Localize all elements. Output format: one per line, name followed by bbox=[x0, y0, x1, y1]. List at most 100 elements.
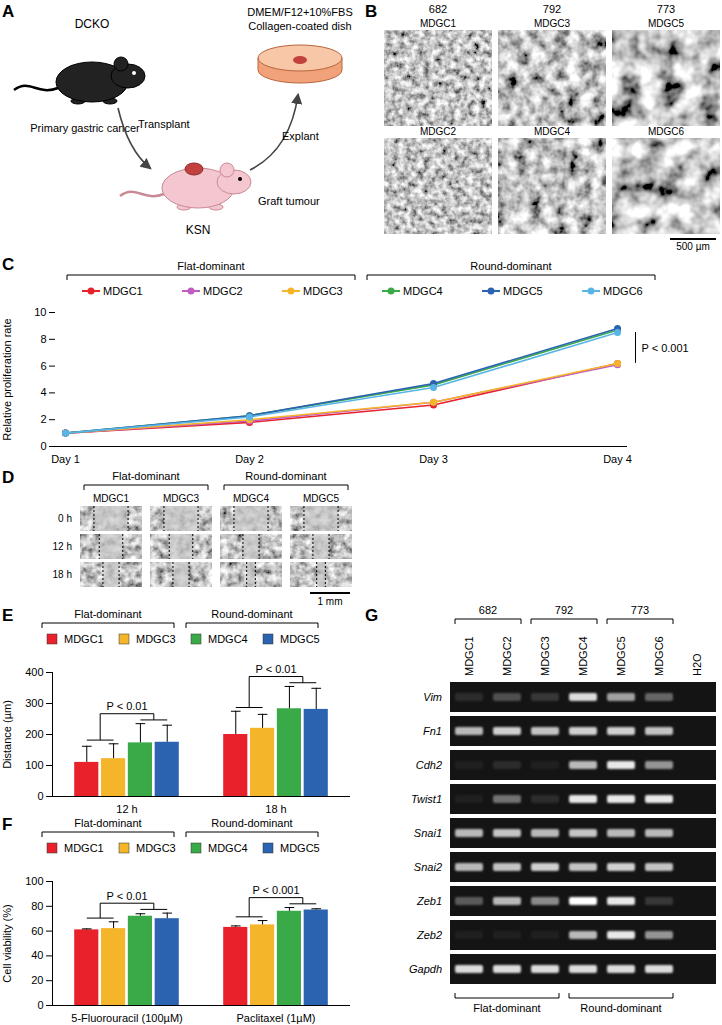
svg-text:682: 682 bbox=[479, 604, 497, 616]
svg-text:MDGC1: MDGC1 bbox=[103, 285, 143, 297]
svg-text:P < 0.01: P < 0.01 bbox=[106, 700, 147, 712]
svg-text:682: 682 bbox=[429, 3, 447, 15]
svg-text:MDGC1: MDGC1 bbox=[420, 18, 457, 29]
svg-text:Round-dominant: Round-dominant bbox=[211, 608, 292, 620]
svg-text:400: 400 bbox=[25, 666, 43, 678]
svg-text:Snai2: Snai2 bbox=[414, 861, 442, 873]
svg-text:5-Fluorouracil (100µM): 5-Fluorouracil (100µM) bbox=[71, 1012, 182, 1024]
svg-text:MDGC3: MDGC3 bbox=[534, 18, 571, 29]
svg-text:4: 4 bbox=[40, 386, 46, 398]
svg-text:40: 40 bbox=[31, 949, 43, 961]
svg-text:300: 300 bbox=[25, 697, 43, 709]
svg-text:MDGC1: MDGC1 bbox=[64, 842, 104, 854]
svg-text:Flat-dominant: Flat-dominant bbox=[112, 470, 179, 482]
svg-text:Zeb2: Zeb2 bbox=[416, 929, 442, 941]
svg-text:2: 2 bbox=[40, 413, 46, 425]
svg-text:12 h: 12 h bbox=[53, 541, 72, 552]
svg-text:Fn1: Fn1 bbox=[423, 725, 442, 737]
svg-text:Day 3: Day 3 bbox=[419, 453, 448, 465]
svg-text:Distance (µm): Distance (µm) bbox=[1, 700, 13, 769]
svg-text:Flat-dominant: Flat-dominant bbox=[74, 608, 141, 620]
svg-text:Round-dominant: Round-dominant bbox=[211, 817, 292, 829]
svg-text:10: 10 bbox=[34, 306, 46, 318]
svg-text:12 h: 12 h bbox=[116, 803, 137, 815]
svg-text:MDGC5: MDGC5 bbox=[280, 633, 320, 645]
svg-text:100: 100 bbox=[25, 875, 43, 887]
svg-text:MDGC5: MDGC5 bbox=[615, 636, 627, 676]
svg-text:Zeb1: Zeb1 bbox=[416, 895, 442, 907]
svg-text:Snai1: Snai1 bbox=[414, 827, 442, 839]
svg-text:Explant: Explant bbox=[282, 130, 319, 142]
svg-text:Transplant: Transplant bbox=[138, 118, 190, 130]
svg-text:1 mm: 1 mm bbox=[318, 596, 343, 607]
svg-text:18 h: 18 h bbox=[53, 569, 72, 580]
svg-text:8: 8 bbox=[40, 333, 46, 345]
svg-text:MDGC5: MDGC5 bbox=[280, 842, 320, 854]
svg-text:792: 792 bbox=[555, 604, 573, 616]
svg-text:MDGC3: MDGC3 bbox=[303, 285, 343, 297]
svg-text:Gapdh: Gapdh bbox=[409, 963, 442, 975]
svg-text:DCKO: DCKO bbox=[75, 17, 110, 31]
svg-text:773: 773 bbox=[631, 604, 649, 616]
svg-text:MDGC4: MDGC4 bbox=[208, 633, 248, 645]
svg-text:P < 0.001: P < 0.001 bbox=[252, 884, 299, 896]
svg-text:773: 773 bbox=[657, 3, 675, 15]
svg-text:Collagen-coated dish: Collagen-coated dish bbox=[248, 20, 351, 32]
svg-text:0: 0 bbox=[37, 790, 43, 802]
svg-text:P < 0.01: P < 0.01 bbox=[255, 663, 296, 675]
svg-text:Flat-dominant: Flat-dominant bbox=[177, 260, 244, 272]
svg-text:Round-dominant: Round-dominant bbox=[580, 1002, 661, 1014]
svg-text:MDGC6: MDGC6 bbox=[648, 126, 685, 137]
svg-text:MDGC4: MDGC4 bbox=[208, 842, 248, 854]
svg-text:P < 0.01: P < 0.01 bbox=[106, 890, 147, 902]
svg-text:Round-dominant: Round-dominant bbox=[470, 260, 551, 272]
svg-text:100: 100 bbox=[25, 759, 43, 771]
svg-text:Day 2: Day 2 bbox=[235, 453, 264, 465]
svg-text:Cell viability (%): Cell viability (%) bbox=[1, 904, 13, 982]
svg-text:MDGC4: MDGC4 bbox=[233, 493, 270, 504]
svg-text:200: 200 bbox=[25, 728, 43, 740]
svg-text:Flat-dominant: Flat-dominant bbox=[473, 1002, 540, 1014]
svg-text:MDGC5: MDGC5 bbox=[503, 285, 543, 297]
svg-text:MDGC3: MDGC3 bbox=[539, 636, 551, 676]
svg-text:MDGC5: MDGC5 bbox=[648, 18, 685, 29]
svg-text:DMEM/F12+10%FBS: DMEM/F12+10%FBS bbox=[247, 6, 352, 18]
svg-text:MDGC1: MDGC1 bbox=[463, 636, 475, 676]
svg-text:KSN: KSN bbox=[186, 223, 211, 237]
svg-text:Day 1: Day 1 bbox=[51, 453, 80, 465]
svg-text:MDGC4: MDGC4 bbox=[403, 285, 443, 297]
svg-text:MDGC2: MDGC2 bbox=[203, 285, 243, 297]
svg-text:MDGC1: MDGC1 bbox=[93, 493, 130, 504]
svg-text:P < 0.001: P < 0.001 bbox=[642, 342, 689, 354]
svg-text:MDGC4: MDGC4 bbox=[577, 636, 589, 676]
svg-text:18 h: 18 h bbox=[265, 803, 286, 815]
svg-text:MDGC3: MDGC3 bbox=[136, 842, 176, 854]
svg-text:80: 80 bbox=[31, 900, 43, 912]
svg-text:20: 20 bbox=[31, 974, 43, 986]
svg-text:Vim: Vim bbox=[423, 691, 442, 703]
svg-text:0: 0 bbox=[40, 440, 46, 452]
svg-text:60: 60 bbox=[31, 925, 43, 937]
svg-text:MDGC1: MDGC1 bbox=[64, 633, 104, 645]
svg-text:MDGC3: MDGC3 bbox=[136, 633, 176, 645]
svg-text:0 h: 0 h bbox=[58, 513, 72, 524]
svg-text:MDGC4: MDGC4 bbox=[534, 126, 571, 137]
svg-text:Cdh2: Cdh2 bbox=[416, 759, 442, 771]
svg-text:Relative proliferation rate: Relative proliferation rate bbox=[1, 318, 13, 440]
svg-text:MDGC6: MDGC6 bbox=[603, 285, 643, 297]
svg-text:Day 4: Day 4 bbox=[603, 453, 632, 465]
svg-text:H2O: H2O bbox=[691, 653, 703, 676]
svg-text:500 µm: 500 µm bbox=[676, 241, 710, 252]
svg-text:792: 792 bbox=[543, 3, 561, 15]
svg-text:MDGC3: MDGC3 bbox=[163, 493, 200, 504]
svg-text:Round-dominant: Round-dominant bbox=[245, 470, 326, 482]
svg-text:Twist1: Twist1 bbox=[411, 793, 442, 805]
svg-text:Graft tumour: Graft tumour bbox=[258, 195, 320, 207]
svg-text:MDGC5: MDGC5 bbox=[303, 493, 340, 504]
svg-text:MDGC2: MDGC2 bbox=[420, 126, 457, 137]
svg-text:MDGC6: MDGC6 bbox=[653, 636, 665, 676]
svg-text:Paclitaxel (1µM): Paclitaxel (1µM) bbox=[236, 1012, 315, 1024]
svg-text:MDGC2: MDGC2 bbox=[501, 636, 513, 676]
svg-text:0: 0 bbox=[37, 999, 43, 1011]
svg-text:Flat-dominant: Flat-dominant bbox=[74, 817, 141, 829]
